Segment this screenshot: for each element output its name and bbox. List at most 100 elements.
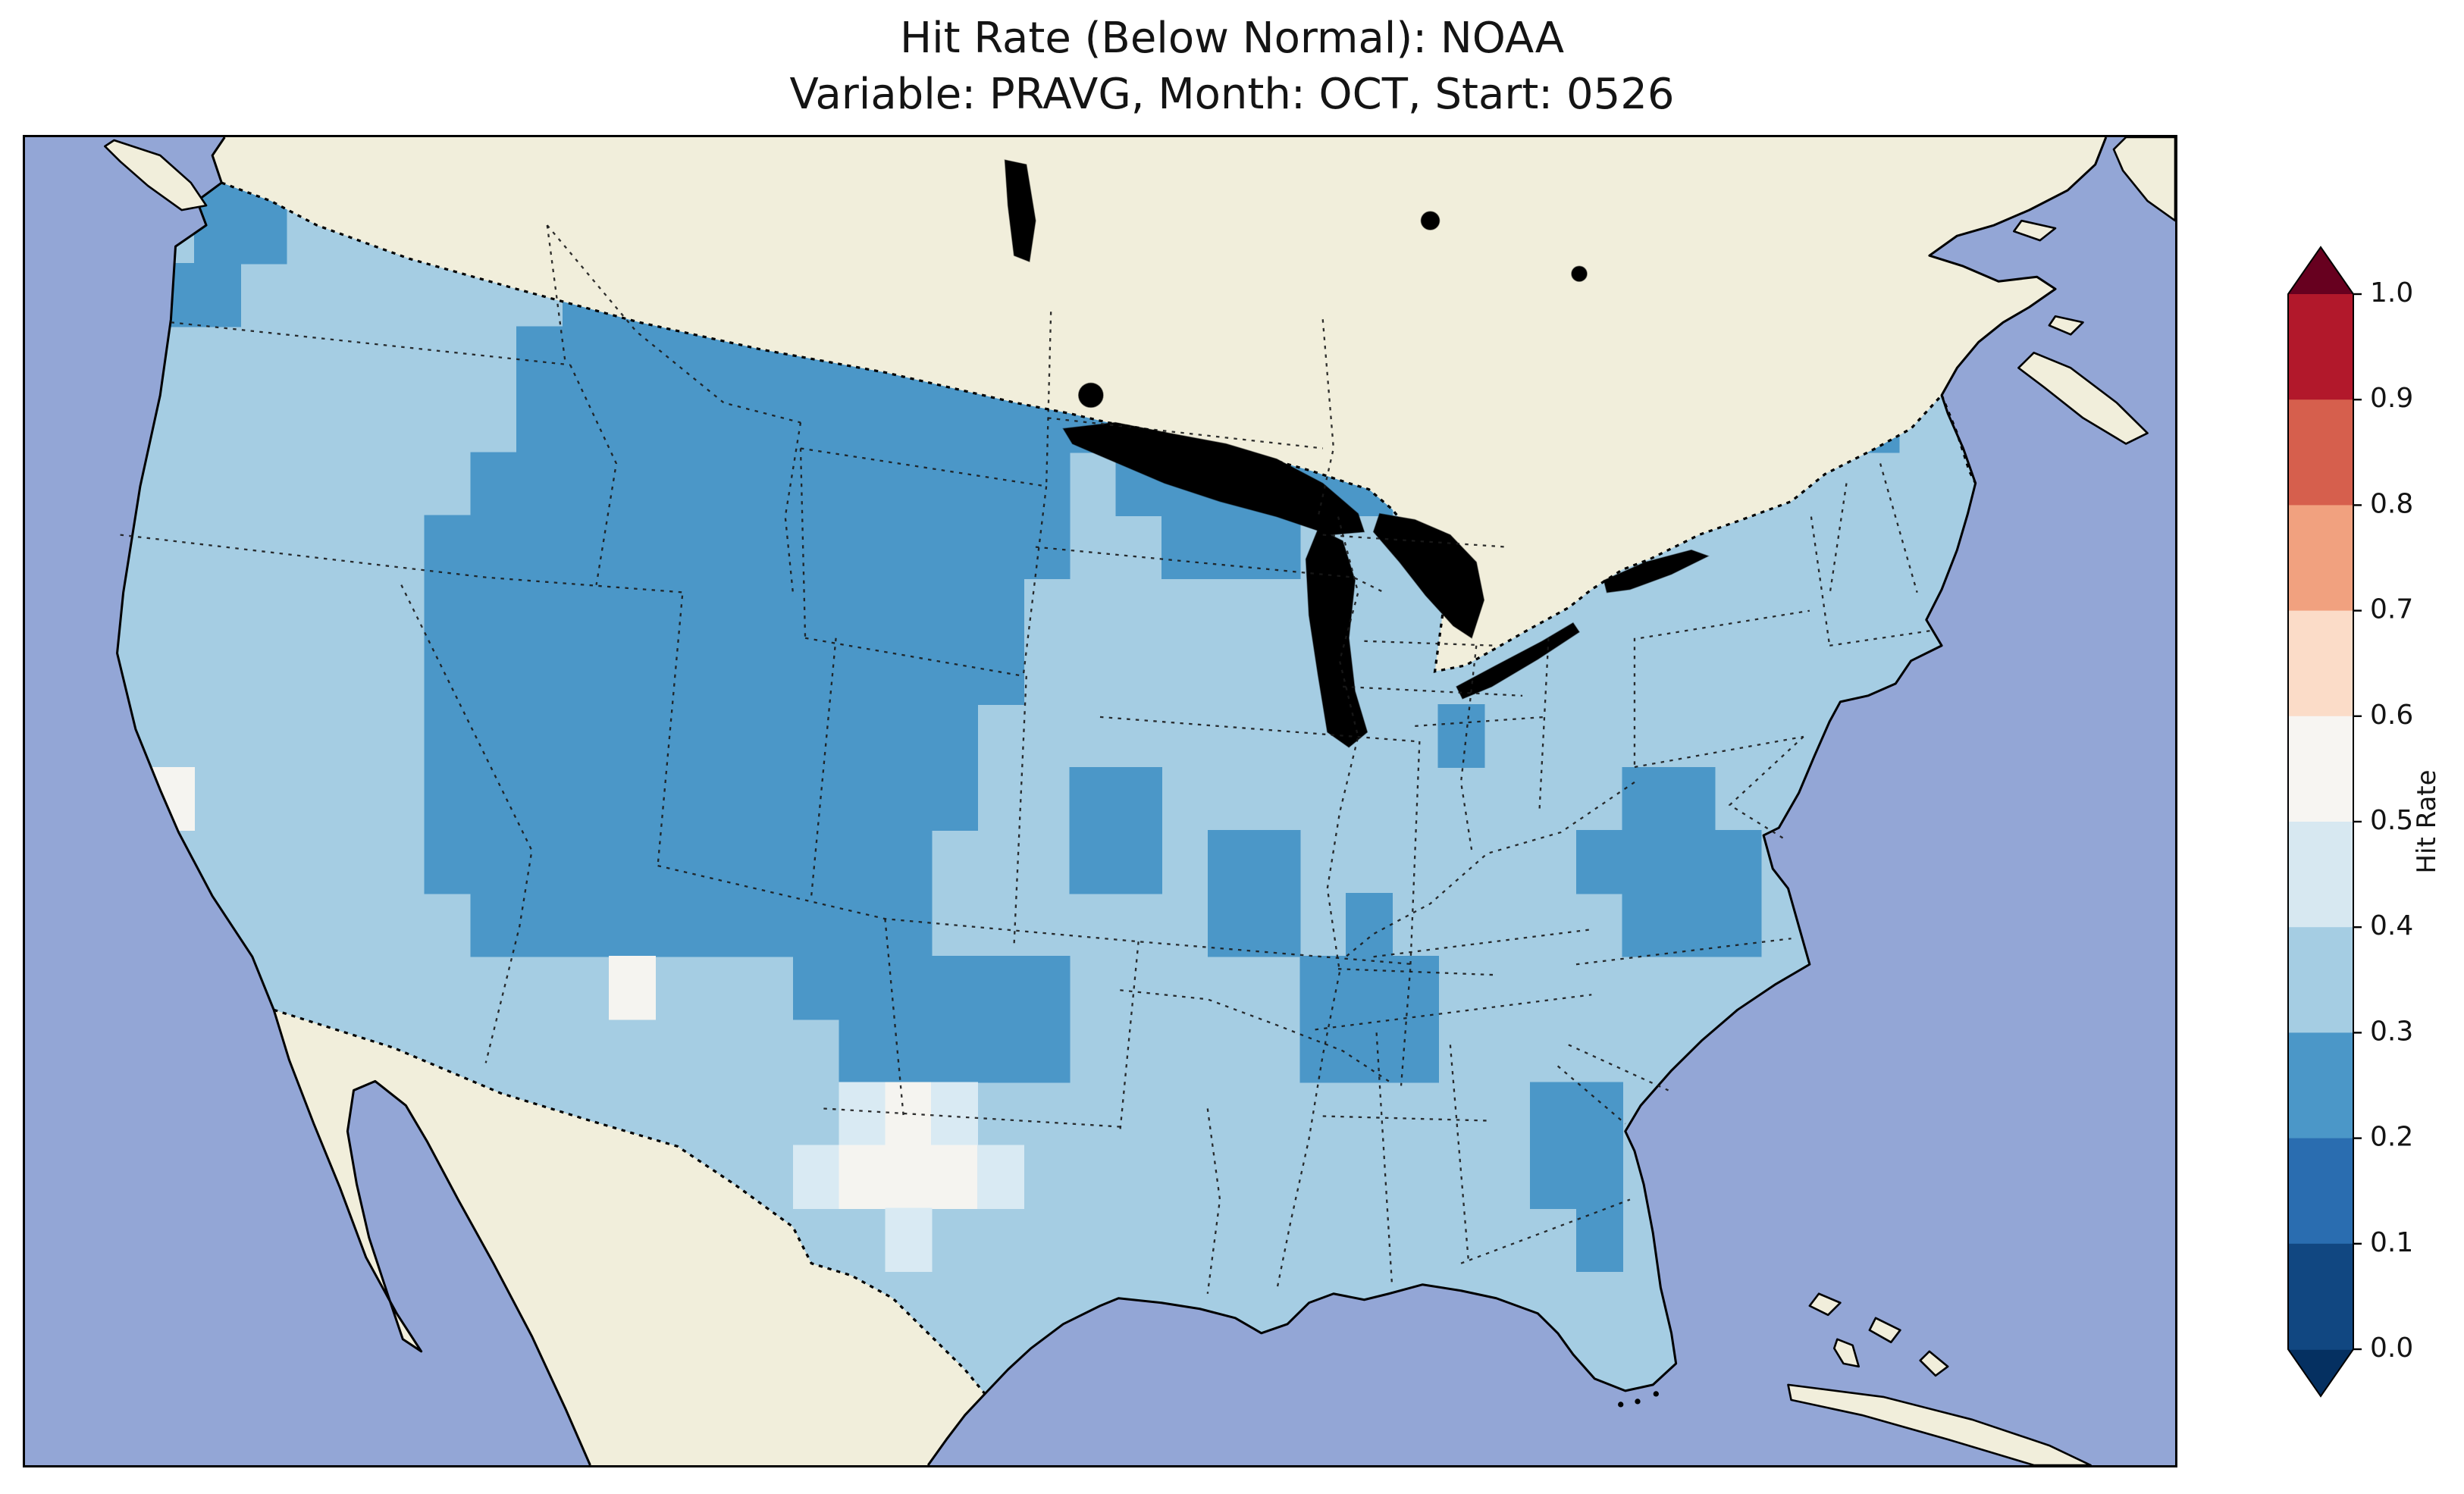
heatmap-cell (1115, 766, 1163, 832)
heatmap-cell (885, 1207, 933, 1272)
bahamas-island (1808, 1292, 1842, 1317)
heatmap-cell (885, 1145, 933, 1209)
heatmap-cell (701, 830, 748, 894)
heatmap-cell (1346, 956, 1393, 1020)
heatmap-cell (516, 641, 564, 706)
heatmap-cell (424, 703, 472, 769)
heatmap-cell (608, 766, 656, 832)
heatmap-cell (1207, 830, 1255, 894)
heatmap-cell (747, 703, 795, 769)
heatmap-cell (701, 578, 748, 642)
heatmap-cell (839, 452, 886, 516)
heatmap-cell (747, 830, 795, 894)
heatmap-cell (563, 515, 610, 579)
heatmap-cell (654, 641, 702, 706)
state-borders (120, 224, 1933, 1294)
heatmap-cell (747, 893, 795, 957)
heatmap-cell (424, 766, 472, 832)
lake-winnipeg (1004, 159, 1036, 263)
heatmap-cell (608, 578, 656, 642)
colorbar-segment (2288, 927, 2353, 1034)
canadian-lake (1420, 211, 1440, 230)
heatmap-cell (977, 452, 1024, 516)
heatmap-cell (839, 641, 886, 706)
heatmap-cell (701, 515, 748, 579)
heatmap-cell (470, 452, 518, 516)
heatmap-cell (424, 641, 472, 706)
bahamas-island (1919, 1350, 1949, 1377)
heatmap-cell (563, 830, 610, 894)
heatmap-cell (563, 766, 610, 832)
heatmap-cell (747, 389, 795, 453)
heatmap-cell (563, 893, 610, 957)
great-lakes (1004, 159, 1710, 748)
heatmap-cell (931, 956, 979, 1020)
colorbar-tick-label: 0.4 (2370, 910, 2413, 941)
heatmap-cell (885, 766, 933, 832)
heatmap-cell (424, 578, 472, 642)
heatmap-cell (977, 641, 1024, 706)
title-line-2: Variable: PRAVG, Month: OCT, Start: 0526 (789, 69, 1675, 119)
heatmap-cell (608, 830, 656, 894)
heatmap-cell (885, 515, 933, 579)
heatmap-cell (747, 766, 795, 832)
heatmap-cell (885, 578, 933, 642)
heatmap-cell (701, 766, 748, 832)
colorbar-segment (2288, 822, 2353, 928)
colorbar-segment (2288, 1138, 2353, 1245)
nova-scotia (2017, 352, 2149, 445)
heatmap-cell (608, 389, 656, 453)
heatmap-cell (470, 766, 518, 832)
heatmap-cell (608, 956, 656, 1020)
heatmap-cell (931, 1082, 979, 1146)
colorbar-tick-label: 0.8 (2370, 488, 2413, 519)
heatmap-cell (885, 893, 933, 957)
heatmap-cell (563, 326, 610, 390)
colorbar-segment (2288, 505, 2353, 612)
heatmap-cell (240, 200, 287, 265)
colorbar-axis-label: Hit Rate (2412, 769, 2442, 873)
heatmap-cell (1622, 766, 1669, 832)
heatmap-cell (563, 578, 610, 642)
heatmap-cell (1023, 1019, 1071, 1083)
lake-huron (1372, 512, 1485, 639)
heatmap-cell (1207, 893, 1255, 957)
us-canada-border (221, 181, 1977, 673)
colorbar-segment (2288, 1243, 2353, 1350)
heatmap-cell (931, 1019, 979, 1083)
colorbar-segments (2288, 294, 2353, 1350)
heatmap-cell (747, 452, 795, 516)
florida-keys (1618, 1402, 1624, 1408)
colorbar-segment (2288, 610, 2353, 717)
heatmap-cell (839, 1082, 886, 1146)
heatmap-cell (1530, 1082, 1578, 1146)
prince-edward-island (2048, 315, 2084, 336)
heatmap-cell (839, 893, 886, 957)
heatmap-cell (654, 893, 702, 957)
heatmap-cell (839, 1145, 886, 1209)
heatmap-cell (792, 703, 840, 769)
colorbar-tick-label: 0.7 (2370, 594, 2413, 625)
lake-of-the-woods (1077, 382, 1104, 409)
colorbar-tick-label: 0.2 (2370, 1122, 2413, 1153)
heatmap-cell (931, 641, 979, 706)
heatmap-cell (839, 830, 886, 894)
heatmap-cell (516, 578, 564, 642)
heatmap-cell (931, 703, 979, 769)
colorbar-segment (2288, 294, 2353, 400)
heatmap-cell (931, 766, 979, 832)
heatmap-cell (193, 263, 241, 327)
heatmap-cell (516, 830, 564, 894)
colorbar-tick-label: 0.9 (2370, 383, 2413, 414)
heatmap-cell (931, 515, 979, 579)
heatmap-cell (1575, 1207, 1623, 1272)
heatmap-cell (516, 703, 564, 769)
heatmap-cell (654, 578, 702, 642)
heatmap-cell (470, 641, 518, 706)
heatmap-cell (608, 893, 656, 957)
heatmap-cell (1161, 515, 1209, 579)
heatmap-cell (701, 641, 748, 706)
heatmap-cell (1714, 893, 1762, 957)
heatmap-cell (1622, 830, 1669, 894)
heatmap-cell (747, 578, 795, 642)
